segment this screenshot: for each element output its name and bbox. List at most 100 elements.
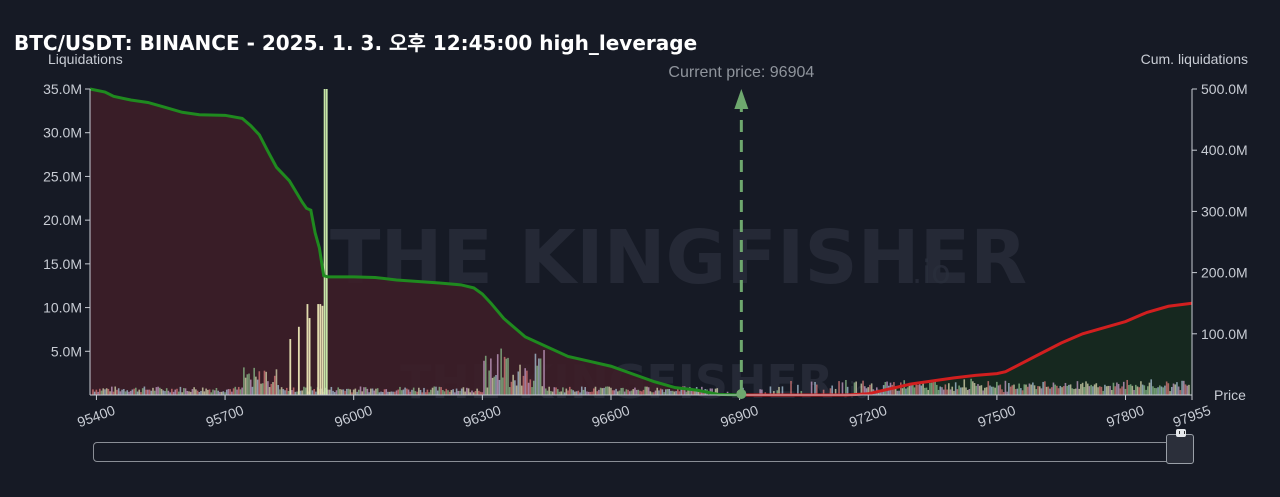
liquidation-bar <box>406 388 408 395</box>
liquidation-bar <box>126 390 129 395</box>
liquidation-bar <box>474 390 477 395</box>
range-scrollbar[interactable] <box>93 442 1194 462</box>
liquidation-bar <box>656 387 659 395</box>
liquidation-bar <box>371 388 374 395</box>
liquidation-bar <box>972 381 974 395</box>
liquidation-bar <box>563 392 566 395</box>
liquidation-bar <box>282 389 285 395</box>
liquidation-bar <box>215 387 218 395</box>
liquidation-bar <box>208 389 211 395</box>
liquidation-bar <box>1145 389 1147 395</box>
liquidation-bar <box>1086 383 1089 395</box>
liquidation-bar <box>165 388 168 395</box>
liquidation-bar <box>505 358 508 395</box>
liquidation-bar <box>939 386 942 395</box>
liquidation-bar <box>201 387 204 395</box>
liquidation-bar <box>476 388 478 395</box>
liquidation-bar <box>668 389 671 395</box>
liquidation-bar <box>963 379 966 395</box>
liquidation-bar <box>924 387 926 395</box>
liquidation-bar <box>620 388 623 395</box>
liquidation-bar <box>186 390 189 395</box>
liquidation-bar <box>454 392 456 395</box>
liquidation-bar <box>155 387 158 395</box>
liquidation-bar <box>1037 386 1039 395</box>
liquidation-bar <box>418 387 420 395</box>
liquidation-bar <box>181 392 183 395</box>
liquidation-bar <box>1098 386 1101 395</box>
liquidation-bar <box>985 387 988 395</box>
liquidation-bar <box>800 390 803 395</box>
liquidation-bar <box>702 392 705 395</box>
liquidation-bar <box>1143 385 1146 395</box>
y-right-tick-label: 500.0M <box>1201 81 1248 97</box>
liquidation-bar <box>913 387 916 395</box>
liquidation-bar <box>1138 387 1141 395</box>
liquidation-bar <box>177 391 180 395</box>
liquidation-bar <box>990 386 993 395</box>
liquidation-bar <box>1167 383 1170 395</box>
liquidation-bar <box>659 388 662 395</box>
range-scroll-handle[interactable] <box>1166 429 1194 464</box>
liquidation-bar <box>258 371 261 395</box>
x-tick-label: 95700 <box>204 402 246 430</box>
liquidation-bar <box>623 391 626 395</box>
liquidation-bar <box>906 387 909 395</box>
liquidation-bar <box>450 390 453 395</box>
liquidation-spike-bar <box>325 89 328 395</box>
liquidation-bar <box>1107 385 1110 395</box>
liquidation-bar <box>1102 390 1104 395</box>
liquidation-bar <box>934 381 936 395</box>
liquidation-bar <box>153 390 156 395</box>
liquidation-bar <box>653 392 655 395</box>
liquidation-bar <box>399 386 401 395</box>
liquidation-spike-bar <box>321 305 324 395</box>
liquidation-bar <box>1092 386 1094 395</box>
liquidation-bar <box>340 389 343 395</box>
liquidation-bar <box>200 390 202 395</box>
liquidation-bar <box>507 357 509 395</box>
liquidation-bar <box>515 385 518 395</box>
liquidation-bar <box>503 356 506 395</box>
liquidation-chart[interactable]: THE KINGFISHER .io THE KINGFISHER .io 35… <box>0 0 1280 440</box>
liquidation-bar <box>148 389 151 395</box>
liquidation-bar <box>841 382 844 395</box>
liquidation-bar <box>1116 382 1118 395</box>
liquidation-bar <box>239 389 242 395</box>
liquidation-bar <box>618 390 621 395</box>
x-tick-label: 97200 <box>847 402 889 430</box>
liquidation-bar <box>251 386 254 395</box>
liquidation-bar <box>311 390 314 395</box>
liquidation-bar <box>217 390 219 395</box>
watermark-suffix-large: .io <box>912 253 951 291</box>
liquidation-bar <box>903 380 906 395</box>
liquidation-bar <box>1186 385 1189 395</box>
liquidation-bar <box>773 391 775 395</box>
liquidation-bar <box>1052 382 1055 395</box>
liquidation-bar <box>953 390 955 395</box>
liquidation-bar <box>1049 388 1051 395</box>
liquidation-bar <box>616 391 619 395</box>
liquidation-bar <box>1181 380 1183 395</box>
liquidation-bar <box>1023 384 1026 395</box>
liquidation-spike-bar <box>317 304 320 395</box>
liquidation-bar <box>99 388 101 395</box>
liquidation-bar <box>395 390 398 395</box>
liquidation-bar <box>838 381 840 395</box>
liquidation-bar <box>198 391 201 395</box>
liquidation-bar <box>776 390 779 395</box>
liquidation-bar <box>961 387 964 395</box>
liquidation-bar <box>692 390 695 395</box>
liquidation-bar <box>716 388 719 395</box>
liquidation-bar <box>519 364 521 395</box>
liquidation-bar <box>937 389 940 395</box>
liquidation-bar <box>1040 388 1043 395</box>
liquidation-bar <box>292 387 295 395</box>
liquidation-bar <box>440 387 442 395</box>
liquidation-bar <box>261 383 264 395</box>
liquidation-bar <box>459 390 461 395</box>
liquidation-bar <box>332 390 334 395</box>
liquidation-bar <box>1157 387 1159 395</box>
liquidation-bar <box>171 388 173 395</box>
liquidation-bar <box>484 355 487 395</box>
